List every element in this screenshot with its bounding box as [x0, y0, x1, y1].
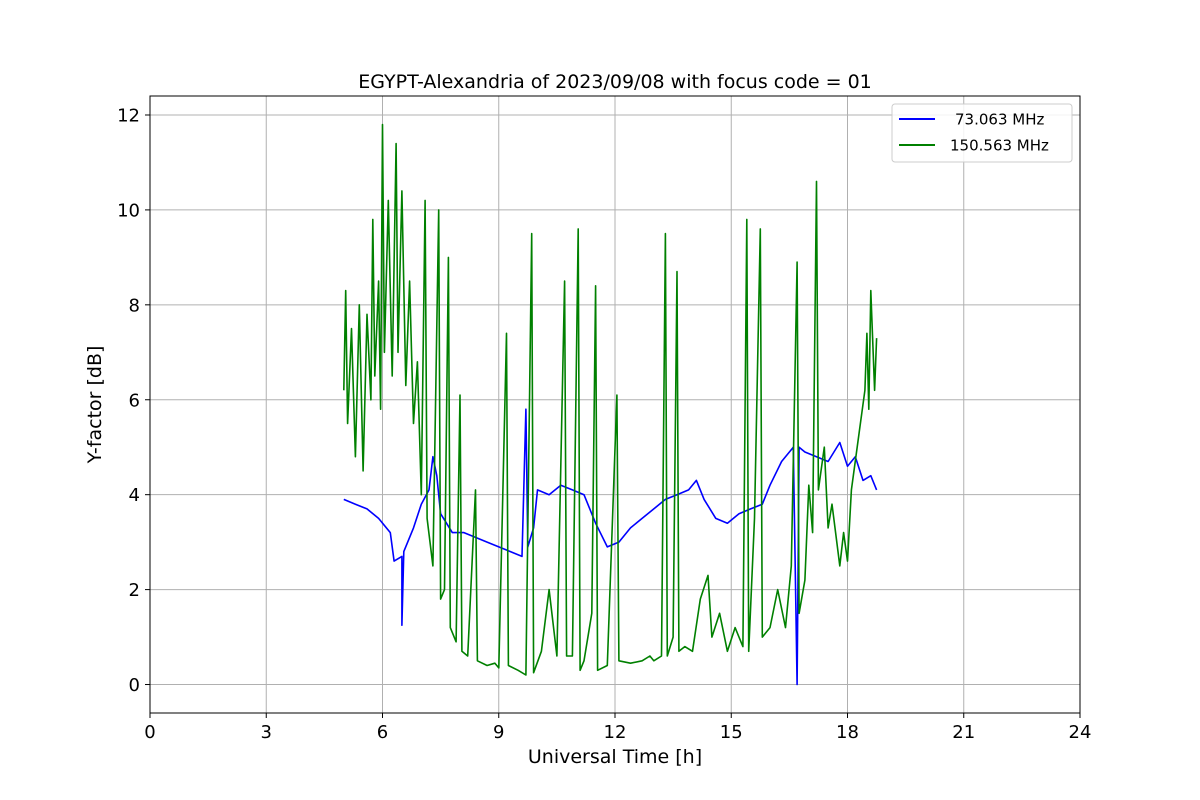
y-tick-label: 2	[129, 580, 140, 601]
y-tick-label: 4	[129, 485, 140, 506]
y-tick-label: 10	[117, 200, 140, 221]
series-lines	[343, 123, 878, 686]
legend-label-73mhz: 73.063 MHz	[955, 111, 1044, 129]
series-line-0	[343, 408, 878, 686]
x-axis-title: Universal Time [h]	[528, 746, 702, 768]
x-tick-label: 0	[144, 722, 155, 743]
chart-title: EGYPT-Alexandria of 2023/09/08 with focu…	[358, 71, 872, 93]
x-tick-label: 18	[836, 722, 859, 743]
x-tick-label: 24	[1069, 722, 1092, 743]
x-tick-label: 3	[261, 722, 272, 743]
x-tick-label: 6	[377, 722, 388, 743]
x-tick-label: 9	[493, 722, 504, 743]
legend: 73.063 MHz 150.563 MHz	[891, 103, 1073, 163]
y-tick-label: 8	[129, 295, 140, 316]
y-axis-title: Y-factor [dB]	[84, 346, 106, 465]
series-line-1	[343, 123, 878, 676]
x-tick-label: 15	[720, 722, 743, 743]
y-tick-label: 0	[129, 675, 140, 696]
x-tick-label: 12	[604, 722, 627, 743]
legend-label-150mhz: 150.563 MHz	[950, 137, 1049, 155]
legend-box	[891, 103, 1073, 163]
x-tick-label: 21	[952, 722, 975, 743]
y-tick-label: 12	[117, 105, 140, 126]
y-tick-label: 6	[129, 390, 140, 411]
